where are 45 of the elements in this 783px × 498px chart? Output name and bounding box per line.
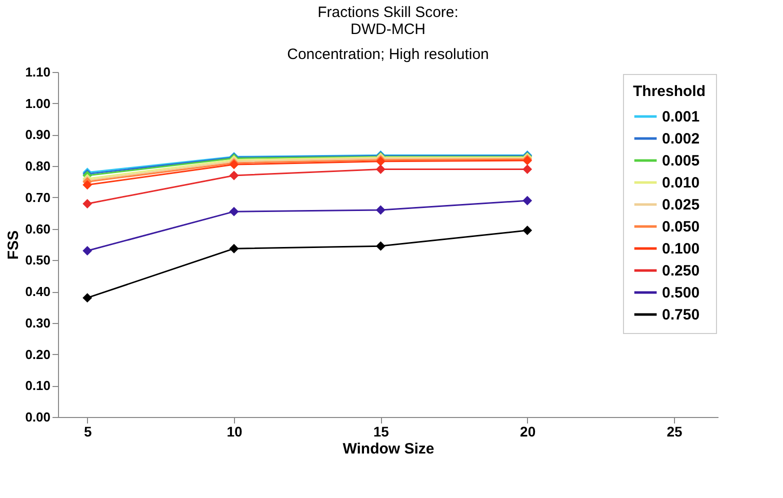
x-tick-label: 15 — [373, 424, 390, 440]
point — [82, 180, 92, 190]
point — [522, 164, 532, 174]
y-tick-label: 0.00 — [25, 410, 50, 424]
y-tick-label: 0.90 — [25, 127, 50, 142]
y-tick-label: 1.00 — [25, 96, 50, 111]
legend-label: 0.010 — [662, 174, 700, 192]
point — [82, 246, 92, 256]
point — [376, 205, 386, 215]
point — [229, 206, 239, 216]
point — [522, 196, 532, 206]
y-tick-label: 0.40 — [25, 284, 50, 300]
y-tick-label: 0.60 — [25, 221, 50, 236]
point — [376, 241, 386, 251]
y-tick-label: 0.70 — [25, 190, 50, 205]
legend-title: Threshold — [633, 83, 706, 100]
legend-label: 0.001 — [662, 108, 700, 126]
x-tick-label: 10 — [226, 424, 242, 440]
y-axis-title: FSS — [5, 230, 22, 260]
y-tick-label: 0.80 — [25, 158, 50, 174]
y-tick-label: 0.30 — [25, 315, 50, 330]
x-tick-label: 25 — [666, 424, 682, 440]
x-axis-title: Window Size — [342, 440, 434, 458]
point — [82, 198, 92, 208]
x-tick-label: 5 — [84, 424, 92, 440]
legend-label: 0.005 — [662, 152, 700, 170]
point — [522, 226, 532, 236]
point — [82, 293, 92, 303]
x-tick-label: 20 — [520, 424, 536, 440]
y-tick-label: 0.10 — [25, 378, 50, 394]
chart-title: Fractions Skill Score: DWD-MCH — [318, 4, 458, 38]
point — [229, 244, 239, 254]
y-tick-label: 1.10 — [25, 64, 50, 80]
legend-label: 0.100 — [662, 240, 700, 258]
chart-subtitle: Concentration; High resolution — [287, 46, 489, 63]
point — [229, 170, 239, 180]
legend-label: 0.050 — [662, 218, 700, 236]
y-tick-label: 0.50 — [25, 252, 50, 268]
legend-label: 0.750 — [662, 306, 700, 324]
legend-label: 0.025 — [662, 196, 700, 214]
y-tick-label: 0.20 — [25, 346, 50, 362]
legend-label: 0.250 — [662, 262, 700, 280]
legend-label: 0.500 — [662, 284, 700, 302]
legend-label: 0.002 — [662, 130, 700, 148]
point — [376, 164, 386, 174]
